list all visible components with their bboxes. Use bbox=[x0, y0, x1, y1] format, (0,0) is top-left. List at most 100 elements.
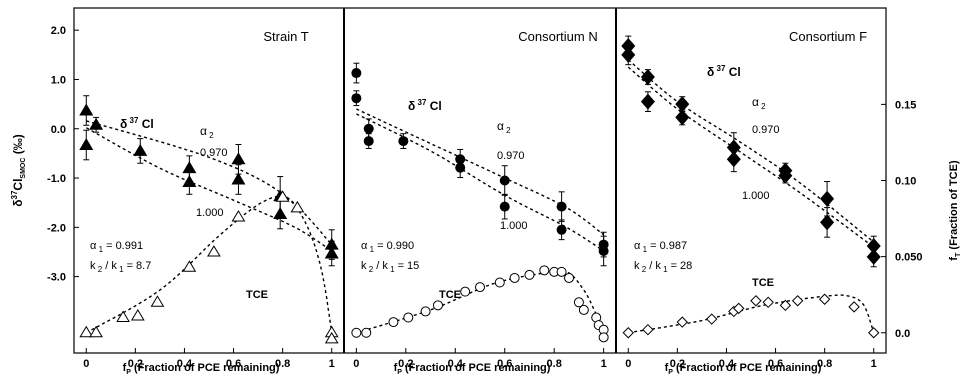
x-tick-label: 0.2 bbox=[128, 358, 143, 370]
tce-point bbox=[509, 272, 520, 283]
x-axis-label: fP (Fraction of PCE remaining) bbox=[123, 362, 280, 374]
panel-consortium-n: 0 0.2 0.4 0.6 0.8 1 fP (Fraction of PCE remain… bbox=[351, 29, 609, 374]
cl-point bbox=[640, 93, 655, 110]
tce-point bbox=[79, 325, 94, 338]
tce-point bbox=[762, 296, 774, 309]
curve-label: 1.000 bbox=[196, 207, 224, 219]
curve-label: 0.970 bbox=[497, 150, 525, 162]
tce-point bbox=[750, 295, 762, 307]
cl-point bbox=[640, 69, 655, 85]
alpha1-value: α 1 = 0.987 bbox=[634, 240, 687, 254]
tce-point bbox=[573, 297, 584, 308]
panel-title: Strain T bbox=[263, 29, 308, 44]
alpha1-value: α 1 = 0.991 bbox=[90, 240, 143, 254]
cl-point bbox=[231, 172, 246, 185]
left-axis: 2.0 1.0 0.0 -1.0 -2.0 -3.0 δ37ClSMOC (‰) bbox=[10, 25, 79, 284]
x-tick-label: 0.8 bbox=[275, 358, 290, 370]
cl-point bbox=[866, 238, 881, 255]
tce-point bbox=[676, 316, 688, 328]
right-tick-label: 0.0 bbox=[895, 328, 910, 340]
delta-cl-label: δ 37 Cl bbox=[707, 64, 741, 79]
curve-label: 1.000 bbox=[742, 190, 770, 202]
x-tick-label: 0.8 bbox=[817, 358, 832, 370]
cl-point bbox=[182, 174, 197, 187]
cl-point bbox=[866, 248, 881, 265]
tce-point bbox=[868, 327, 880, 339]
right-axis: 0.15 0.10 0.050 0.0 fT (Fraction of TCE) bbox=[881, 99, 962, 340]
cl-point bbox=[182, 161, 197, 174]
cl-point bbox=[79, 138, 94, 151]
cl-point bbox=[79, 103, 94, 116]
delta-cl-label: δ 37 Cl bbox=[120, 116, 154, 131]
left-tick-label: 1.0 bbox=[51, 74, 66, 86]
right-tick-label: 0.050 bbox=[895, 252, 923, 264]
x-tick-label: 0.4 bbox=[177, 358, 193, 370]
left-tick-label: -3.0 bbox=[47, 272, 66, 284]
cl-point bbox=[726, 151, 741, 168]
left-tick-label: -1.0 bbox=[47, 173, 66, 185]
x-tick-label: 0.4 bbox=[448, 358, 464, 370]
tce-point bbox=[432, 300, 443, 311]
left-tick-label: 2.0 bbox=[51, 25, 66, 37]
tce-point bbox=[791, 295, 804, 307]
delta-cl-label: δ 37 Cl bbox=[408, 98, 442, 113]
cl-point bbox=[363, 123, 374, 134]
cl-point bbox=[598, 245, 609, 256]
tce-point bbox=[578, 304, 589, 315]
tce-point bbox=[598, 332, 609, 343]
x-tick-label: 1 bbox=[329, 358, 335, 370]
cl-point bbox=[499, 201, 510, 212]
right-tick-label: 0.10 bbox=[895, 176, 916, 188]
tce-point bbox=[564, 272, 575, 283]
tce-point bbox=[733, 302, 745, 315]
tce-point bbox=[494, 277, 505, 288]
tce-point bbox=[524, 269, 535, 280]
tce-point bbox=[275, 190, 290, 202]
tce-point bbox=[116, 310, 130, 323]
curve-label: 0.970 bbox=[752, 124, 780, 136]
x-tick-label: 1 bbox=[601, 358, 607, 370]
tce-point bbox=[460, 286, 471, 297]
cl-point bbox=[621, 46, 636, 63]
cl-point bbox=[89, 117, 104, 130]
x-tick-label: 0.6 bbox=[768, 358, 783, 370]
x-tick-label: 0 bbox=[353, 358, 359, 370]
tce-point bbox=[403, 312, 414, 323]
left-tick-label: -2.0 bbox=[47, 222, 66, 234]
tce-point bbox=[779, 299, 792, 312]
tce-point bbox=[89, 325, 103, 338]
tce-point bbox=[556, 266, 567, 277]
cl-point bbox=[778, 167, 793, 184]
x-axis-label: fP (Fraction of PCE remaining) bbox=[394, 362, 551, 374]
cl-point bbox=[324, 246, 339, 259]
k-ratio-value: k 2 / k 1 = 8.7 bbox=[90, 260, 151, 274]
right-axis-label: fT (Fraction of TCE) bbox=[948, 160, 962, 261]
x-tick-label: 0.2 bbox=[670, 358, 685, 370]
x-tick-label: 0.4 bbox=[719, 358, 735, 370]
cl-point bbox=[499, 175, 510, 186]
panel-title: Consortium F bbox=[789, 29, 867, 44]
x-tick-label: 0.6 bbox=[497, 358, 512, 370]
cl-point bbox=[273, 207, 288, 220]
tce-point bbox=[150, 295, 165, 307]
alpha1-value: α 1 = 0.990 bbox=[361, 240, 414, 254]
cl-point bbox=[556, 201, 567, 212]
cl-point bbox=[398, 136, 409, 147]
curve-label: 0.970 bbox=[200, 147, 228, 159]
x-tick-label: 0.2 bbox=[398, 358, 413, 370]
alpha2-label: α 2 bbox=[497, 119, 511, 135]
tce-point bbox=[324, 331, 339, 344]
right-tick-label: 0.15 bbox=[895, 99, 916, 111]
cl-point bbox=[455, 162, 466, 173]
cl-point bbox=[675, 109, 690, 126]
x-tick-label: 0 bbox=[625, 358, 631, 370]
cl-point bbox=[231, 152, 246, 165]
curve-label: 1.000 bbox=[500, 220, 528, 232]
left-tick-label: 0.0 bbox=[51, 124, 66, 136]
left-axis-label: δ37ClSMOC (‰) bbox=[10, 134, 27, 207]
model-curve bbox=[627, 59, 875, 243]
tce-point bbox=[130, 309, 145, 321]
cl-point bbox=[351, 93, 362, 104]
tce-label: TCE bbox=[752, 277, 774, 289]
